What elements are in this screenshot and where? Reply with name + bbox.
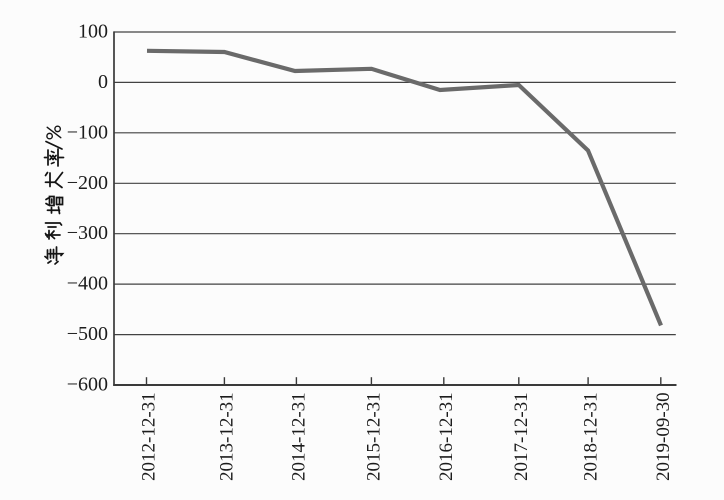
svg-text:2014-12-31: 2014-12-31 [289, 392, 310, 481]
svg-text:−400: −400 [67, 273, 108, 295]
svg-text:100: 100 [78, 21, 108, 43]
svg-text:−100: −100 [67, 121, 108, 143]
svg-text:2019-09-30: 2019-09-30 [653, 392, 674, 481]
svg-text:2013-12-31: 2013-12-31 [217, 392, 238, 481]
svg-text:2015-12-31: 2015-12-31 [364, 392, 385, 481]
svg-text:−500: −500 [67, 323, 108, 345]
svg-text:2017-12-31: 2017-12-31 [511, 392, 532, 481]
svg-text:2012-12-31: 2012-12-31 [139, 392, 160, 481]
svg-text:2018-12-31: 2018-12-31 [580, 392, 601, 481]
svg-text:0: 0 [98, 71, 108, 93]
svg-text:−300: −300 [67, 222, 108, 244]
svg-text:−200: −200 [67, 172, 108, 194]
svg-text:2016-12-31: 2016-12-31 [436, 392, 457, 481]
svg-text:−600: −600 [67, 374, 108, 396]
